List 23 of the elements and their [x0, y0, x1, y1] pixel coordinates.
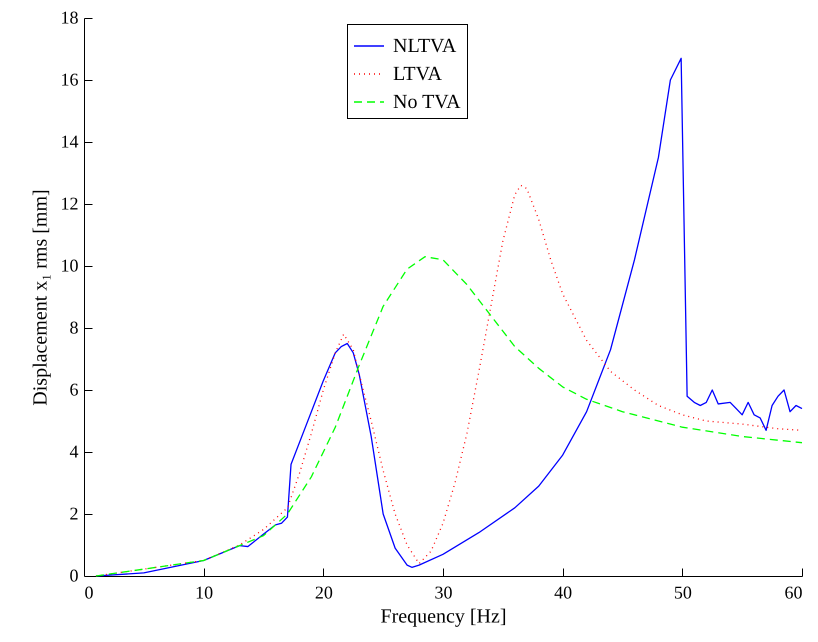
x-tick-label: 40 [554, 582, 572, 602]
line-series [95, 256, 803, 577]
x-tick-label: 10 [195, 582, 214, 602]
y-tick-label: 2 [70, 504, 78, 524]
x-tick-label: 20 [314, 582, 333, 602]
y-tick-label: 8 [70, 318, 78, 338]
legend-label: No TVA [393, 91, 462, 113]
y-axis-title: Displacement x₁ rms [mm] [30, 189, 52, 406]
legend-label: LTVA [393, 63, 442, 85]
x-tick-label: 50 [674, 582, 692, 602]
y-tick-label: 10 [60, 256, 78, 276]
y-tick-label: 16 [60, 70, 78, 90]
x-tick-label: 0 [84, 582, 94, 602]
y-tick-label: 0 [70, 566, 78, 586]
y-tick-label: 6 [70, 380, 78, 400]
y-tick-label: 14 [60, 132, 78, 152]
x-tick-label: 30 [434, 582, 452, 602]
x-tick-label: 60 [784, 582, 802, 602]
y-tick-label: 12 [60, 194, 78, 214]
y-tick-label: 4 [70, 442, 78, 462]
x-axis-title: Frequency [Hz] [380, 606, 507, 628]
legend-label: NLTVA [393, 35, 457, 57]
y-tick-label: 18 [60, 8, 78, 28]
